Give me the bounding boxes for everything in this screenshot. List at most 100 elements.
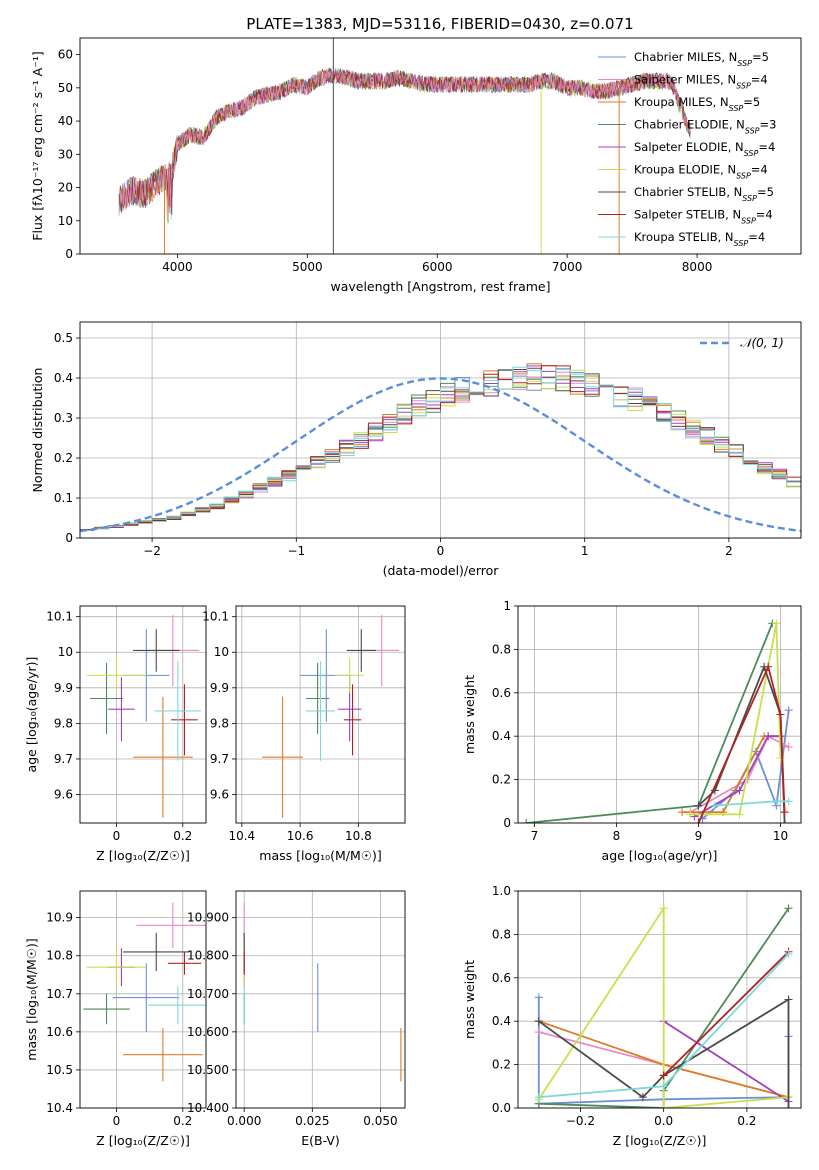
y-tick-label: 0 xyxy=(65,247,73,261)
y-tick-label: 0.3 xyxy=(54,411,73,425)
y-tick-label: 10.700 xyxy=(187,987,229,1001)
y-tick-label: 10.5 xyxy=(46,1063,73,1077)
y-tick-label: 0.5 xyxy=(54,331,73,345)
weight-marker xyxy=(659,1104,668,1108)
y-tick-label: 0.1 xyxy=(54,491,73,505)
y-tick-label: 10.600 xyxy=(187,1025,229,1039)
x-tick-label: 10.6 xyxy=(287,829,314,843)
weight-marker xyxy=(784,743,793,752)
y-tick-label: 10 xyxy=(214,645,229,659)
normal-curve xyxy=(80,377,801,533)
x-tick-label: 10 xyxy=(773,829,788,843)
legend-label: Kroupa ELODIE, NSSP=4 xyxy=(634,163,768,181)
x-tick-label: 0.2 xyxy=(173,1114,192,1128)
y-tick-label: 0.2 xyxy=(492,773,511,787)
data-point xyxy=(346,629,376,672)
weight_vs_Z-panel: −0.2 0.0 0.2 0.0 0.2 0.4 0.6 0.8 1.0 Z [log₁₀(Z/Z… xyxy=(462,884,802,1148)
x-tick-label: 6000 xyxy=(422,260,453,274)
y-tick-label: 10.6 xyxy=(46,1025,73,1039)
x-axis-label: (data-model)/error xyxy=(383,563,500,578)
residuals-marks xyxy=(80,363,801,538)
y-tick-label: 0.4 xyxy=(492,1014,511,1028)
mass_vs_EBV-marks xyxy=(243,902,402,1082)
data-point xyxy=(89,662,124,735)
weight-marker xyxy=(534,1017,543,1026)
y-tick-label: 9.7 xyxy=(210,752,229,766)
weight-marker xyxy=(764,732,773,741)
axes-frame xyxy=(235,890,406,1109)
y-tick-label: 9.7 xyxy=(54,752,73,766)
x-axis-label: mass [log₁₀(M/M☉)] xyxy=(259,848,381,863)
weight-marker xyxy=(678,808,687,817)
weight-marker xyxy=(694,801,703,810)
y-axis-label: Normed distribution xyxy=(30,368,45,493)
data-point xyxy=(305,662,330,735)
y-tick-label: 20 xyxy=(58,181,73,195)
y-tick-label: 0.6 xyxy=(492,686,511,700)
weight-series xyxy=(690,623,782,816)
data-point xyxy=(133,696,193,818)
y-axis-label: mass [log₁₀(M/M☉)] xyxy=(24,938,39,1060)
weight-marker xyxy=(534,1028,543,1037)
weight-marker xyxy=(522,819,531,823)
y-tick-label: 0.0 xyxy=(492,1101,511,1115)
weight-marker xyxy=(694,819,703,823)
y-tick-label: 9.9 xyxy=(210,681,229,695)
x-tick-label: 0.2 xyxy=(173,829,192,843)
y-tick-label: 0 xyxy=(65,531,73,545)
x-tick-label: 0.2 xyxy=(737,1114,756,1128)
axes-frame xyxy=(79,321,802,539)
data-point xyxy=(133,629,180,672)
weight-marker xyxy=(784,797,793,806)
x-tick-label: 1 xyxy=(581,544,589,558)
y-tick-label: 0.2 xyxy=(54,451,73,465)
x-tick-label: 9 xyxy=(695,829,703,843)
y-tick-label: 10.800 xyxy=(187,949,229,963)
age_vs_Z-panel: 0 0.2 9.6 9.7 9.8 9.9 10 10.1 Z [log₁₀(Z/Z☉)] age… xyxy=(24,605,207,863)
legend-label: Kroupa MILES, NSSP=5 xyxy=(634,95,760,113)
axes-frame xyxy=(79,37,802,255)
y-tick-label: 10.500 xyxy=(187,1063,229,1077)
x-tick-label: 4000 xyxy=(162,260,193,274)
y-axis-label: age [log₁₀(age/yr)] xyxy=(24,657,39,773)
x-tick-label: −2 xyxy=(143,544,161,558)
weight-marker xyxy=(534,1093,543,1102)
weight-marker xyxy=(784,1104,793,1108)
axes-frame xyxy=(517,890,802,1109)
weight-series xyxy=(693,735,781,818)
y-tick-label: 10.1 xyxy=(202,610,229,624)
weight_vs_age-panel: 7 8 9 10 0 0.2 0.4 0.6 0.8 1 age [log₁₀(age/yr)] ma… xyxy=(462,599,802,863)
weight-marker xyxy=(772,619,781,628)
residuals-panel: −2 −1 0 1 2 0 0.1 0.2 0.3 0.4 0.5 (data-model)/erro… xyxy=(30,321,802,578)
data-point xyxy=(83,993,130,1025)
axes-frame xyxy=(517,605,802,824)
y-tick-label: 10.7 xyxy=(46,987,73,1001)
mass_vs_Z-marks xyxy=(83,902,206,1082)
x-tick-label: 0 xyxy=(437,544,445,558)
weight-series xyxy=(663,1020,789,1103)
y-tick-label: 0.2 xyxy=(492,1058,511,1072)
y-tick-label: 30 xyxy=(58,147,73,161)
x-axis-label: Z [log₁₀(Z/Z☉)] xyxy=(96,1133,190,1148)
x-tick-label: 7000 xyxy=(552,260,583,274)
legend-label: Kroupa STELIB, NSSP=4 xyxy=(634,230,765,248)
axes-frame xyxy=(79,605,207,824)
weight-marker xyxy=(638,1093,647,1102)
x-tick-label: 8000 xyxy=(682,260,713,274)
data-point xyxy=(167,951,202,975)
data-point xyxy=(123,1028,203,1082)
spectrum-marks xyxy=(118,38,691,254)
legend-label: Salpeter MILES, NSSP=4 xyxy=(634,73,768,91)
y-tick-label: 9.6 xyxy=(54,788,73,802)
legend-label: Chabrier STELIB, NSSP=5 xyxy=(634,185,774,203)
y-tick-label: 0.8 xyxy=(492,927,511,941)
data-point xyxy=(335,657,365,694)
y-tick-label: 10.9 xyxy=(46,911,73,925)
x-tick-label: 0.000 xyxy=(227,1114,261,1128)
age_vs_mass-panel: 10.4 10.6 10.8 9.6 9.7 9.8 9.9 10 10.1 mass [log₁… xyxy=(202,605,406,863)
mass_vs_EBV-panel: 0.000 0.025 0.050 10.400 10.500 10.600 10.700 1… xyxy=(187,890,406,1148)
x-tick-label: 0.0 xyxy=(654,1114,673,1128)
x-tick-label: 2 xyxy=(725,544,733,558)
weight-marker xyxy=(710,801,719,810)
x-tick-label: 0.050 xyxy=(363,1114,397,1128)
